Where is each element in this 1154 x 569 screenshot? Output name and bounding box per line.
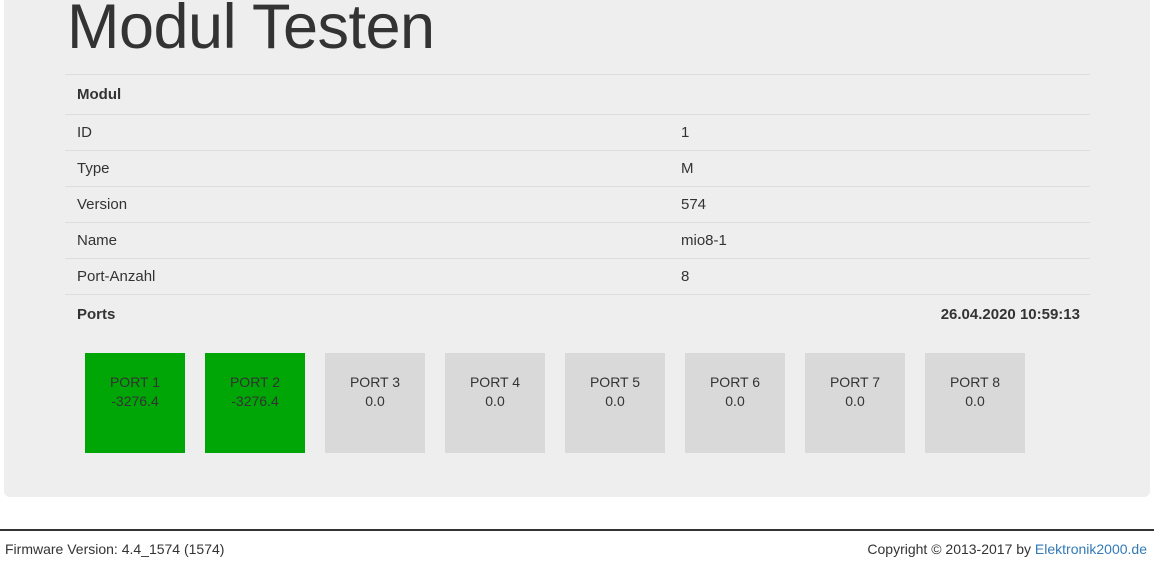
ports-strip: PORT 1 -3276.4 PORT 2 -3276.4 PORT 3 0.0… [85, 353, 1025, 453]
port-box[interactable]: PORT 3 0.0 [325, 353, 425, 453]
jumbotron-panel: Modul Testen Modul ID 1 Type M Version 5… [4, 0, 1150, 497]
row-value: 8 [681, 268, 690, 285]
row-label: Type [77, 160, 110, 177]
firmware-version-text: Firmware Version: 4.4_1574 (1574) [5, 541, 225, 557]
port-box[interactable]: PORT 1 -3276.4 [85, 353, 185, 453]
port-value: 0.0 [485, 393, 505, 409]
port-name: PORT 3 [349, 374, 401, 390]
row-value: M [681, 160, 694, 177]
page-title: Modul Testen [67, 0, 435, 62]
footer-divider [0, 529, 1154, 531]
modul-table: Modul ID 1 Type M Version 574 Name mio8-… [65, 74, 1090, 453]
port-value: 0.0 [845, 393, 865, 409]
port-name: PORT 2 [229, 374, 281, 390]
copyright-prefix: Copyright © 2013-2017 by [867, 541, 1035, 557]
port-box[interactable]: PORT 4 0.0 [445, 353, 545, 453]
port-name: PORT 4 [469, 374, 521, 390]
row-label: ID [77, 124, 92, 141]
copyright-text: Copyright © 2013-2017 by Elektronik2000.… [867, 541, 1147, 557]
row-label: Port-Anzahl [77, 268, 156, 285]
ports-header-label: Ports [77, 306, 116, 323]
port-name: PORT 8 [949, 374, 1001, 390]
table-row: Type M [65, 150, 1090, 186]
port-name: PORT 5 [589, 374, 641, 390]
table-row: Version 574 [65, 186, 1090, 222]
row-value: mio8-1 [681, 232, 727, 249]
copyright-link[interactable]: Elektronik2000.de [1034, 541, 1147, 557]
row-value: 1 [681, 124, 690, 141]
port-box[interactable]: PORT 2 -3276.4 [205, 353, 305, 453]
row-label: Version [77, 196, 128, 213]
row-value: 574 [681, 196, 707, 213]
table-row: Port-Anzahl 8 [65, 258, 1090, 294]
port-box[interactable]: PORT 8 0.0 [925, 353, 1025, 453]
port-box[interactable]: PORT 6 0.0 [685, 353, 785, 453]
port-box[interactable]: PORT 7 0.0 [805, 353, 905, 453]
row-label: Name [77, 232, 118, 249]
table-section-header-modul: Modul [65, 75, 1090, 114]
port-value: 0.0 [965, 393, 985, 409]
table-row: ID 1 [65, 114, 1090, 150]
ports-timestamp: 26.04.2020 10:59:13 [940, 306, 1080, 323]
table-section-header-ports: Ports 26.04.2020 10:59:13 [65, 294, 1090, 334]
port-value: -3276.4 [231, 393, 279, 409]
modul-header-label: Modul [77, 86, 122, 103]
port-name: PORT 1 [109, 374, 161, 390]
port-value: 0.0 [365, 393, 385, 409]
port-name: PORT 7 [829, 374, 881, 390]
table-row: Name mio8-1 [65, 222, 1090, 258]
port-value: -3276.4 [111, 393, 159, 409]
port-value: 0.0 [605, 393, 625, 409]
port-box[interactable]: PORT 5 0.0 [565, 353, 665, 453]
port-value: 0.0 [725, 393, 745, 409]
port-name: PORT 6 [709, 374, 761, 390]
modul-table-rows: ID 1 Type M Version 574 Name mio8-1 Port… [65, 114, 1090, 294]
